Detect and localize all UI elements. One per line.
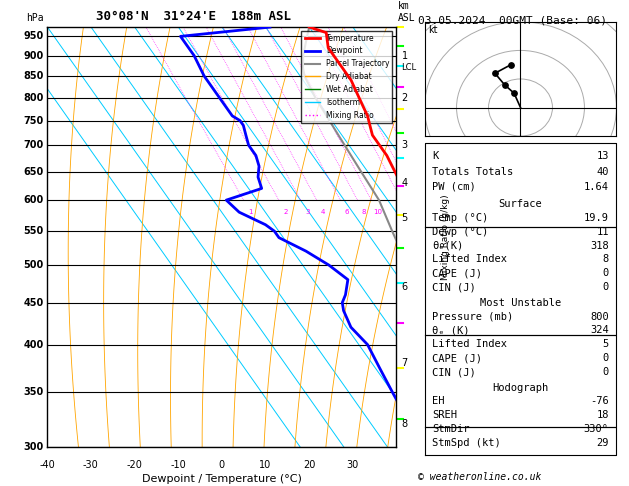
Text: 13: 13 [596, 151, 609, 161]
Text: 800: 800 [590, 312, 609, 322]
Text: 324: 324 [590, 326, 609, 335]
Text: 40: 40 [596, 167, 609, 176]
Text: 7: 7 [401, 358, 408, 368]
Text: 400: 400 [23, 340, 43, 349]
Text: 350: 350 [23, 387, 43, 397]
Text: Dewp (°C): Dewp (°C) [432, 226, 489, 237]
Text: StmDir: StmDir [432, 424, 470, 434]
Text: -10: -10 [170, 460, 186, 470]
Text: CIN (J): CIN (J) [432, 282, 476, 292]
Text: 1: 1 [401, 51, 408, 61]
Text: LCL: LCL [401, 63, 416, 72]
Text: 1.64: 1.64 [584, 182, 609, 192]
Text: Hodograph: Hodograph [493, 382, 548, 393]
Text: hPa: hPa [26, 13, 44, 22]
Text: CAPE (J): CAPE (J) [432, 268, 482, 278]
Text: 10: 10 [373, 209, 382, 215]
Text: 850: 850 [23, 71, 43, 81]
Text: 600: 600 [23, 195, 43, 205]
Text: 5: 5 [603, 339, 609, 349]
Text: 318: 318 [590, 241, 609, 251]
Text: 0: 0 [603, 367, 609, 377]
Text: -20: -20 [126, 460, 142, 470]
Text: 800: 800 [23, 93, 43, 103]
Text: km
ASL: km ASL [398, 1, 416, 22]
Text: 330°: 330° [584, 424, 609, 434]
Text: K: K [432, 151, 438, 161]
Text: Lifted Index: Lifted Index [432, 339, 507, 349]
Text: Temp (°C): Temp (°C) [432, 213, 489, 223]
Text: -40: -40 [39, 460, 55, 470]
Text: StmSpd (kt): StmSpd (kt) [432, 438, 501, 448]
Text: SREH: SREH [432, 410, 457, 420]
Text: 10: 10 [259, 460, 272, 470]
Point [490, 69, 500, 77]
Text: 0: 0 [603, 268, 609, 278]
Text: 950: 950 [23, 32, 43, 41]
Text: 1: 1 [248, 209, 253, 215]
Text: -76: -76 [590, 397, 609, 406]
Text: 5: 5 [401, 213, 408, 224]
Point [499, 81, 509, 88]
Text: 8: 8 [362, 209, 366, 215]
Text: θₑ (K): θₑ (K) [432, 326, 470, 335]
Text: Totals Totals: Totals Totals [432, 167, 513, 176]
Point [509, 89, 519, 97]
Text: 03.05.2024  00GMT (Base: 06): 03.05.2024 00GMT (Base: 06) [418, 16, 607, 26]
Text: 29: 29 [596, 438, 609, 448]
Text: 650: 650 [23, 167, 43, 176]
Text: EH: EH [432, 397, 445, 406]
Text: 0: 0 [603, 353, 609, 363]
Text: 750: 750 [23, 116, 43, 125]
Text: Lifted Index: Lifted Index [432, 255, 507, 264]
Text: 20: 20 [303, 460, 315, 470]
Text: 8: 8 [603, 255, 609, 264]
Text: θₑ(K): θₑ(K) [432, 241, 464, 251]
Text: 4: 4 [401, 178, 408, 188]
Text: 300: 300 [23, 442, 43, 452]
Text: 6: 6 [345, 209, 349, 215]
Text: CAPE (J): CAPE (J) [432, 353, 482, 363]
Text: 3: 3 [401, 140, 408, 150]
Text: 550: 550 [23, 226, 43, 236]
Text: 30°08'N  31°24'E  188m ASL: 30°08'N 31°24'E 188m ASL [96, 10, 291, 22]
Text: Pressure (mb): Pressure (mb) [432, 312, 513, 322]
Text: 450: 450 [23, 297, 43, 308]
Text: 700: 700 [23, 140, 43, 150]
Text: 4: 4 [321, 209, 326, 215]
Text: 11: 11 [596, 226, 609, 237]
Text: Dewpoint / Temperature (°C): Dewpoint / Temperature (°C) [142, 474, 302, 485]
Text: 8: 8 [401, 419, 408, 429]
Text: 6: 6 [401, 282, 408, 292]
Point [506, 61, 516, 69]
Text: CIN (J): CIN (J) [432, 367, 476, 377]
Text: Most Unstable: Most Unstable [480, 297, 561, 308]
Text: 0: 0 [219, 460, 225, 470]
Text: 0: 0 [603, 282, 609, 292]
Text: 900: 900 [23, 51, 43, 61]
Text: Surface: Surface [499, 199, 542, 209]
Text: 3: 3 [305, 209, 309, 215]
Text: 18: 18 [596, 410, 609, 420]
Text: Mixing Ratio (g/kg): Mixing Ratio (g/kg) [441, 194, 450, 280]
Text: 19.9: 19.9 [584, 213, 609, 223]
Text: 500: 500 [23, 260, 43, 270]
Text: -30: -30 [83, 460, 99, 470]
Text: © weatheronline.co.uk: © weatheronline.co.uk [418, 472, 542, 482]
Legend: Temperature, Dewpoint, Parcel Trajectory, Dry Adiabat, Wet Adiabat, Isotherm, Mi: Temperature, Dewpoint, Parcel Trajectory… [301, 31, 392, 122]
Text: PW (cm): PW (cm) [432, 182, 476, 192]
Text: 30: 30 [347, 460, 359, 470]
Text: kt: kt [428, 25, 438, 35]
Text: 2: 2 [284, 209, 287, 215]
Text: 2: 2 [401, 93, 408, 103]
